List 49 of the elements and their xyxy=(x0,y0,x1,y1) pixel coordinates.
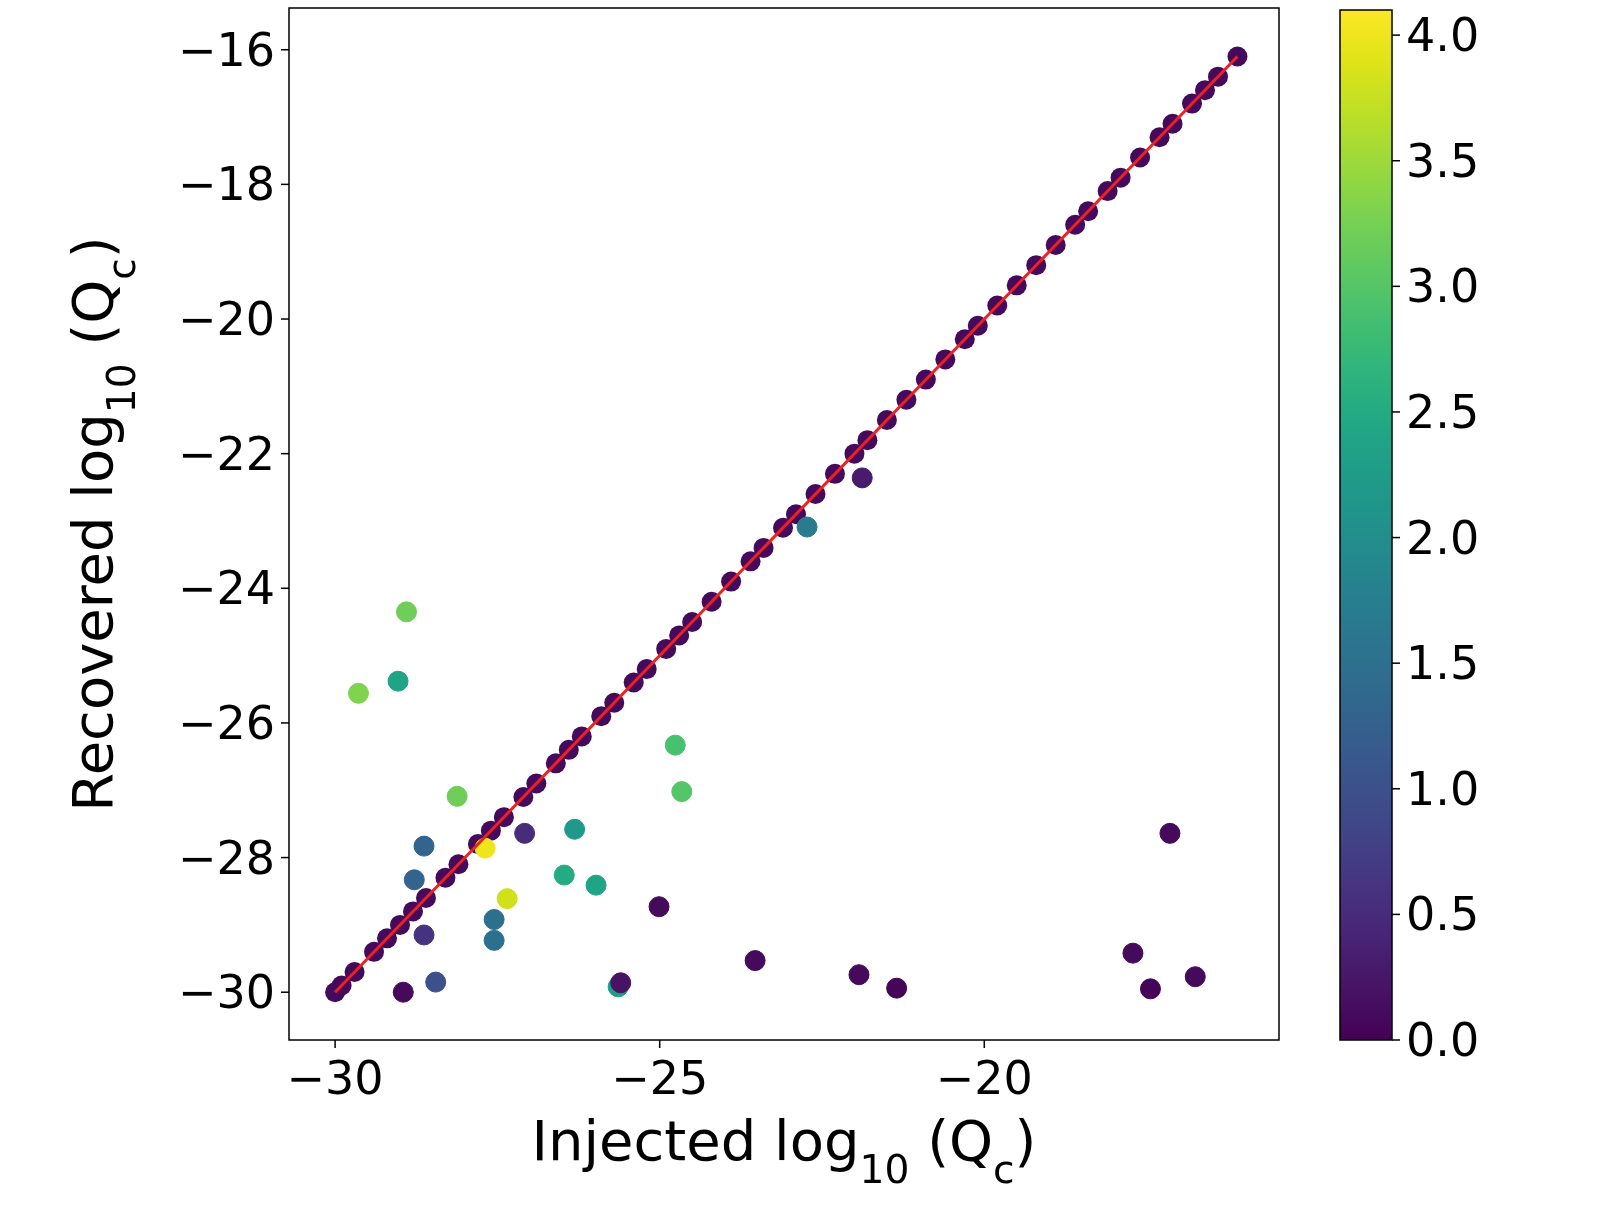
color-bar-label: 4.0 xyxy=(1406,8,1480,63)
y-tick-label: −16 xyxy=(177,22,275,77)
x-tick-label: −30 xyxy=(286,1051,384,1105)
color-bar-label: 2.5 xyxy=(1406,385,1480,440)
point xyxy=(886,977,908,999)
y-tick-label: −22 xyxy=(177,426,275,481)
point xyxy=(648,896,670,918)
point xyxy=(413,924,435,946)
point xyxy=(387,670,409,692)
point xyxy=(483,909,505,930)
point xyxy=(585,874,607,896)
y-tick-label: −18 xyxy=(177,157,275,212)
point xyxy=(1139,978,1161,1000)
x-tick-label: −20 xyxy=(935,1051,1033,1105)
point xyxy=(396,601,417,623)
point xyxy=(446,785,468,807)
y-tick-label: −30 xyxy=(177,965,275,1020)
color-bar-label: 0.5 xyxy=(1406,887,1480,942)
point xyxy=(564,818,586,840)
x-axis-title: Injected log$_{10}$ (Q$_{c}$) xyxy=(531,1108,1037,1192)
point xyxy=(1122,942,1144,964)
color-bar-label: 3.5 xyxy=(1406,133,1480,188)
y-tick-label: −26 xyxy=(177,696,275,751)
point xyxy=(744,950,766,972)
point xyxy=(553,864,575,886)
point xyxy=(392,981,414,1003)
y-tick-label: −24 xyxy=(177,561,275,616)
point xyxy=(413,835,435,857)
point xyxy=(425,971,447,993)
y-tick-label: −20 xyxy=(177,292,275,347)
color-bar-label: 0.0 xyxy=(1406,1013,1480,1068)
point xyxy=(514,822,536,844)
point xyxy=(496,888,518,910)
point xyxy=(1184,966,1206,988)
point xyxy=(671,781,693,803)
point xyxy=(403,869,425,891)
color-bar-label: 1.5 xyxy=(1406,636,1480,691)
point xyxy=(851,467,873,489)
point xyxy=(483,929,505,951)
x-tick-label: −25 xyxy=(611,1051,709,1105)
point xyxy=(347,682,369,704)
color-bar-label: 2.0 xyxy=(1406,510,1480,565)
point xyxy=(848,964,870,986)
point xyxy=(796,516,818,538)
point xyxy=(664,734,686,756)
y-tick-label: −28 xyxy=(177,830,275,885)
color-bar-label: 1.0 xyxy=(1406,761,1480,816)
color-bar-label: 3.0 xyxy=(1406,259,1480,314)
point xyxy=(1159,822,1181,844)
